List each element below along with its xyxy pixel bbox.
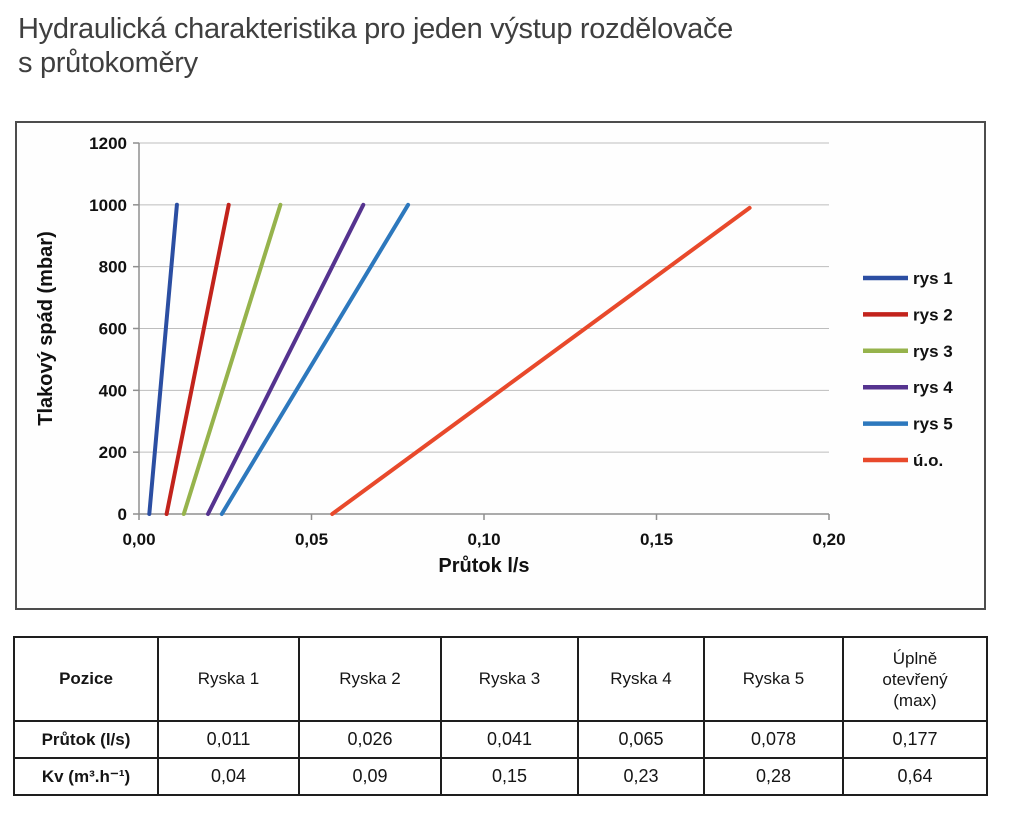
row-label-kv: Kv (m³.h⁻¹) (13, 757, 159, 796)
y-tick-label-0: 0 (118, 505, 127, 524)
kv-ryska-3: 0,15 (440, 757, 579, 796)
y-tick-label-1000: 1000 (89, 196, 127, 215)
legend-label-5: rys 5 (913, 415, 953, 434)
kv-ryska-2: 0,09 (298, 757, 442, 796)
row-label-prutok: Průtok (l/s) (13, 720, 159, 759)
prutok-ryska-1: 0,011 (157, 720, 300, 759)
series-line-6 (330, 205, 752, 516)
table-header-max: Úplně otevřený (max) (842, 636, 988, 722)
x-tick-label-0,00: 0,00 (122, 530, 155, 549)
legend-label-3: rys 3 (913, 342, 953, 361)
legend-label-2: rys 2 (913, 305, 953, 324)
table-row-prutok: Průtok (l/s) 0,011 0,026 0,041 0,065 0,0… (13, 720, 988, 759)
y-tick-label-200: 200 (99, 443, 127, 462)
flow-table: Pozice Ryska 1 Ryska 2 Ryska 3 Ryska 4 R… (13, 636, 988, 796)
x-tick-label-0,10: 0,10 (467, 530, 500, 549)
series-line-5 (219, 202, 411, 516)
series-line-2 (164, 202, 231, 516)
series-line-3 (181, 202, 283, 516)
series-line-4 (206, 202, 366, 516)
page-title-line-1: Hydraulická charakteristika pro jeden vý… (18, 13, 733, 45)
y-tick-label-800: 800 (99, 258, 127, 277)
x-axis-title: Průtok l/s (438, 555, 529, 577)
page-title-line-2: s průtokoměry (18, 47, 198, 79)
kv-ryska-1: 0,04 (157, 757, 300, 796)
series-line-1 (147, 202, 179, 516)
kv-ryska-4: 0,23 (577, 757, 705, 796)
table-header-pozice: Pozice (13, 636, 159, 722)
prutok-max: 0,177 (842, 720, 988, 759)
y-tick-label-400: 400 (99, 381, 127, 400)
table-header-ryska-5: Ryska 5 (703, 636, 844, 722)
x-tick-label-0,05: 0,05 (295, 530, 328, 549)
legend-label-4: rys 4 (913, 378, 953, 397)
hydraulic-chart-frame: 0 200 400 600 800 1000 1200 0,00 0,05 0,10 0,15 0,2… (15, 121, 986, 610)
page-title: Hydraulická charakteristika pro jeden vý… (18, 12, 733, 80)
table-header-max-label: Úplně otevřený (max) (882, 648, 948, 710)
table-header-ryska-4: Ryska 4 (577, 636, 705, 722)
legend-label-1: rys 1 (913, 269, 953, 288)
table-header-ryska-3: Ryska 3 (440, 636, 579, 722)
table-header-row: Pozice Ryska 1 Ryska 2 Ryska 3 Ryska 4 R… (13, 636, 988, 722)
y-tick-label-600: 600 (99, 320, 127, 339)
x-tick-label-0,15: 0,15 (640, 530, 673, 549)
kv-ryska-5: 0,28 (703, 757, 844, 796)
table-header-ryska-2: Ryska 2 (298, 636, 442, 722)
hydraulic-chart-canvas: 0 200 400 600 800 1000 1200 0,00 0,05 0,10 0,15 0,2… (35, 134, 953, 577)
x-tick-label-0,20: 0,20 (812, 530, 845, 549)
prutok-ryska-4: 0,065 (577, 720, 705, 759)
legend-label-6: ú.o. (913, 451, 943, 470)
prutok-ryska-5: 0,078 (703, 720, 844, 759)
prutok-ryska-3: 0,041 (440, 720, 579, 759)
y-axis-title: Tlakový spád (mbar) (35, 231, 57, 426)
y-tick-label-1200: 1200 (89, 134, 127, 153)
prutok-ryska-2: 0,026 (298, 720, 442, 759)
table-row-kv: Kv (m³.h⁻¹) 0,04 0,09 0,15 0,23 0,28 0,6… (13, 757, 988, 796)
kv-max: 0,64 (842, 757, 988, 796)
table-header-ryska-1: Ryska 1 (157, 636, 300, 722)
